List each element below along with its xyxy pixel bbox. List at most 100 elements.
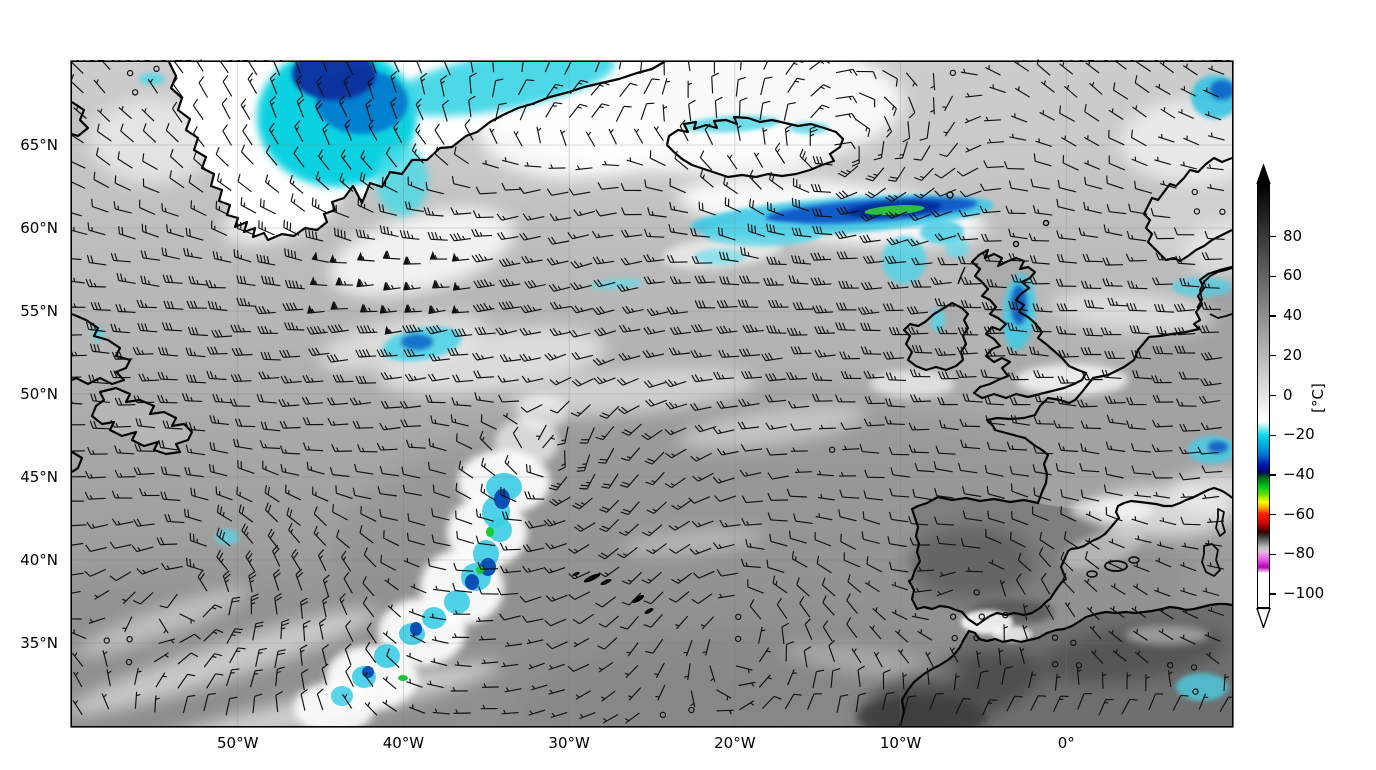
wind-barb <box>359 303 378 313</box>
wind-barb <box>749 599 762 620</box>
wind-barb <box>1051 634 1059 641</box>
wind-barb <box>1152 345 1173 355</box>
wind-barb <box>840 370 862 379</box>
wind-barb <box>885 191 907 203</box>
wind-barb <box>1178 446 1201 455</box>
wind-barb <box>343 571 353 594</box>
wind-barb <box>1084 176 1103 190</box>
wind-barb <box>790 447 808 452</box>
wind-barb <box>379 422 401 431</box>
wind-barb <box>790 255 811 265</box>
wind-barb <box>93 79 106 94</box>
wind-barb <box>668 347 691 356</box>
wind-barb <box>908 444 930 454</box>
wind-barb <box>1200 352 1223 361</box>
colorbar-tick-label: −80 <box>1283 544 1315 563</box>
wind-barb <box>837 165 859 178</box>
wind-barb <box>209 441 229 454</box>
wind-barb <box>1003 161 1025 170</box>
wind-barb <box>615 105 632 122</box>
wind-barb <box>1006 695 1023 712</box>
wind-barb <box>810 183 832 193</box>
wind-barb <box>362 596 375 618</box>
wind-barb <box>456 433 473 450</box>
wind-barb <box>1032 205 1053 216</box>
wind-barb <box>575 690 591 700</box>
wind-barb <box>450 414 469 427</box>
wind-barb <box>1125 397 1147 406</box>
wind-barb <box>1154 587 1171 597</box>
wind-barb <box>295 568 304 591</box>
wind-barb <box>1175 255 1196 266</box>
wind-barb <box>114 445 135 455</box>
wind-barb <box>686 62 691 72</box>
wind-barb <box>804 618 813 641</box>
wind-barb <box>241 523 254 544</box>
wind-barb <box>111 490 133 499</box>
wind-barb <box>1034 394 1055 404</box>
wind-barb <box>1180 587 1197 597</box>
wind-barb <box>1134 491 1152 498</box>
wind-barb <box>403 255 421 265</box>
wind-barb <box>248 570 257 593</box>
wind-barb <box>1181 542 1199 550</box>
wind-barb <box>233 249 252 263</box>
wind-barb <box>206 370 227 381</box>
wind-barb <box>684 663 691 681</box>
wind-barb <box>193 126 205 147</box>
wind-barb <box>960 68 978 76</box>
wind-barb <box>118 106 132 120</box>
wind-barb <box>937 257 959 266</box>
wind-barb <box>1107 297 1128 307</box>
wind-barb <box>210 220 228 237</box>
wind-barb <box>688 496 711 504</box>
wind-barb <box>368 119 378 141</box>
wind-barb <box>546 257 569 266</box>
wind-barb <box>1085 538 1100 550</box>
wind-barb <box>1058 349 1079 358</box>
wind-barb <box>1007 372 1029 381</box>
wind-barb <box>158 638 176 645</box>
calm-wind-circle <box>1190 664 1198 671</box>
wind-barb <box>760 76 773 96</box>
wind-barb <box>812 669 825 689</box>
wind-barb <box>390 97 398 120</box>
wind-barb <box>72 299 86 308</box>
wind-barb <box>1101 369 1122 379</box>
wind-barb <box>468 95 476 117</box>
wind-barb <box>402 484 422 496</box>
wind-barb <box>799 148 813 169</box>
wind-barb <box>359 525 374 544</box>
wind-barb <box>382 631 397 644</box>
wind-barb <box>312 486 329 502</box>
wind-barb <box>1180 493 1198 499</box>
wind-barb <box>311 251 329 263</box>
wind-barb <box>799 596 811 618</box>
wind-barb <box>1028 671 1036 689</box>
wind-barb <box>882 303 904 312</box>
wind-barb <box>766 256 787 265</box>
lat-tick-label: 35°N <box>20 633 58 652</box>
wind-barb <box>1197 446 1219 455</box>
wind-barb <box>1084 551 1100 570</box>
wind-barb <box>855 118 871 137</box>
wind-barb <box>835 302 857 311</box>
wind-barb <box>689 402 712 412</box>
wind-barb <box>496 213 519 221</box>
wind-barb <box>811 208 833 218</box>
wind-barb <box>320 62 328 73</box>
wind-barb <box>668 591 690 603</box>
wind-barb <box>1204 111 1222 121</box>
wind-barb <box>131 89 139 96</box>
wind-barb <box>838 280 859 289</box>
wind-barb <box>381 176 398 193</box>
wind-barb <box>264 502 279 523</box>
wind-barb <box>699 168 714 188</box>
wind-barb <box>913 145 931 161</box>
wind-barb <box>1040 572 1051 595</box>
wind-barb <box>519 103 535 121</box>
wind-barb <box>521 62 525 72</box>
wind-barb <box>546 641 568 650</box>
wind-barb <box>166 224 184 238</box>
wind-barb <box>341 550 352 572</box>
